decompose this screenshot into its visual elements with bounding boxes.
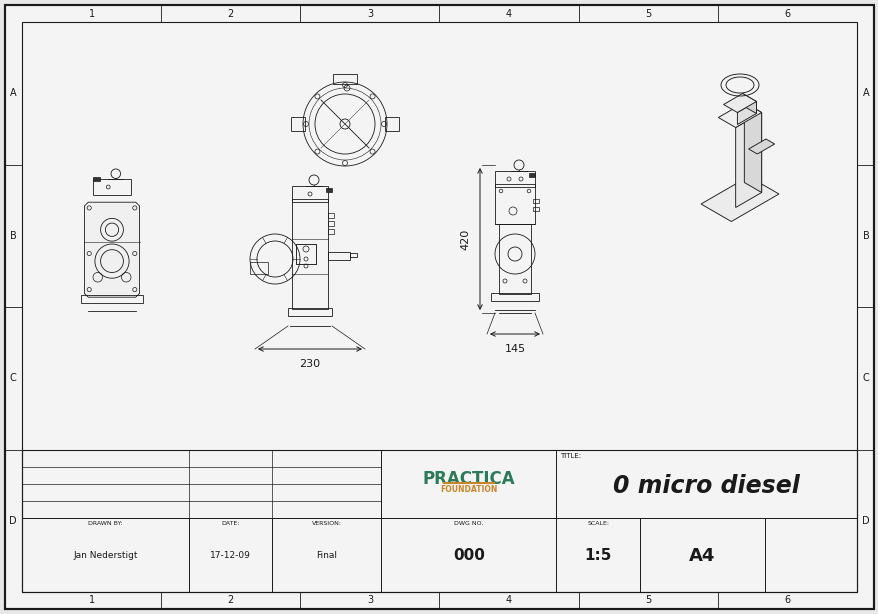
Bar (327, 213, 334, 218)
Bar (327, 252, 349, 260)
Text: 1: 1 (89, 595, 95, 605)
Bar (494, 171, 535, 187)
Text: B: B (10, 231, 17, 241)
Bar (249, 262, 268, 274)
Polygon shape (737, 101, 756, 125)
Text: 6: 6 (783, 9, 789, 19)
Bar (491, 293, 538, 301)
Bar (291, 186, 327, 202)
Text: DATE:: DATE: (221, 521, 240, 526)
Bar (529, 173, 535, 177)
Text: D: D (861, 516, 869, 526)
Polygon shape (84, 202, 140, 297)
Bar (288, 308, 332, 316)
Bar (532, 199, 538, 203)
Text: A: A (10, 88, 17, 98)
Text: A: A (861, 88, 868, 98)
Text: Final: Final (316, 551, 337, 561)
Text: 2: 2 (227, 9, 234, 19)
Text: 17-12-09: 17-12-09 (210, 551, 251, 561)
Text: PRACTICA: PRACTICA (422, 470, 515, 488)
Text: TITLE:: TITLE: (560, 454, 581, 459)
Bar (499, 224, 530, 294)
Polygon shape (701, 176, 778, 222)
Text: SCALE:: SCALE: (587, 521, 608, 526)
Text: 3: 3 (366, 9, 372, 19)
Text: C: C (861, 373, 868, 383)
Bar (532, 207, 538, 211)
Polygon shape (717, 103, 760, 128)
Polygon shape (744, 103, 760, 193)
Text: 420: 420 (459, 228, 470, 250)
Text: DRAWN BY:: DRAWN BY: (88, 521, 123, 526)
Bar (327, 229, 334, 234)
Text: 1: 1 (89, 9, 95, 19)
Text: DWG NO.: DWG NO. (454, 521, 483, 526)
Text: 5: 5 (644, 9, 651, 19)
Polygon shape (748, 139, 774, 154)
Bar (81, 295, 143, 303)
Bar (22, 449, 856, 592)
Text: 000: 000 (452, 548, 484, 564)
Polygon shape (723, 93, 756, 112)
Bar (296, 244, 315, 264)
Text: VERSION:: VERSION: (312, 521, 342, 526)
Bar (349, 253, 356, 257)
Text: 4: 4 (506, 9, 512, 19)
Text: 3: 3 (366, 595, 372, 605)
Bar (93, 177, 99, 181)
Bar (326, 188, 332, 192)
Text: 0 micro diesel: 0 micro diesel (613, 473, 799, 498)
Text: 230: 230 (299, 359, 320, 369)
Text: Jan Nederstigt: Jan Nederstigt (73, 551, 138, 561)
Bar (327, 221, 334, 226)
Text: 1:5: 1:5 (584, 548, 611, 564)
Bar (296, 244, 315, 264)
Bar (291, 199, 327, 309)
Text: 5: 5 (644, 595, 651, 605)
Text: 4: 4 (506, 595, 512, 605)
Polygon shape (735, 112, 760, 208)
Bar (385, 117, 399, 131)
Text: D: D (9, 516, 17, 526)
Text: B: B (861, 231, 868, 241)
Bar (333, 74, 356, 84)
Bar (291, 117, 305, 131)
Text: 145: 145 (504, 344, 525, 354)
Bar (93, 179, 131, 195)
Bar (494, 184, 535, 224)
Text: FOUNDATION: FOUNDATION (440, 485, 497, 494)
Text: 6: 6 (783, 595, 789, 605)
Text: C: C (10, 373, 17, 383)
Polygon shape (742, 93, 756, 114)
Text: 2: 2 (227, 595, 234, 605)
Text: A4: A4 (688, 547, 715, 565)
